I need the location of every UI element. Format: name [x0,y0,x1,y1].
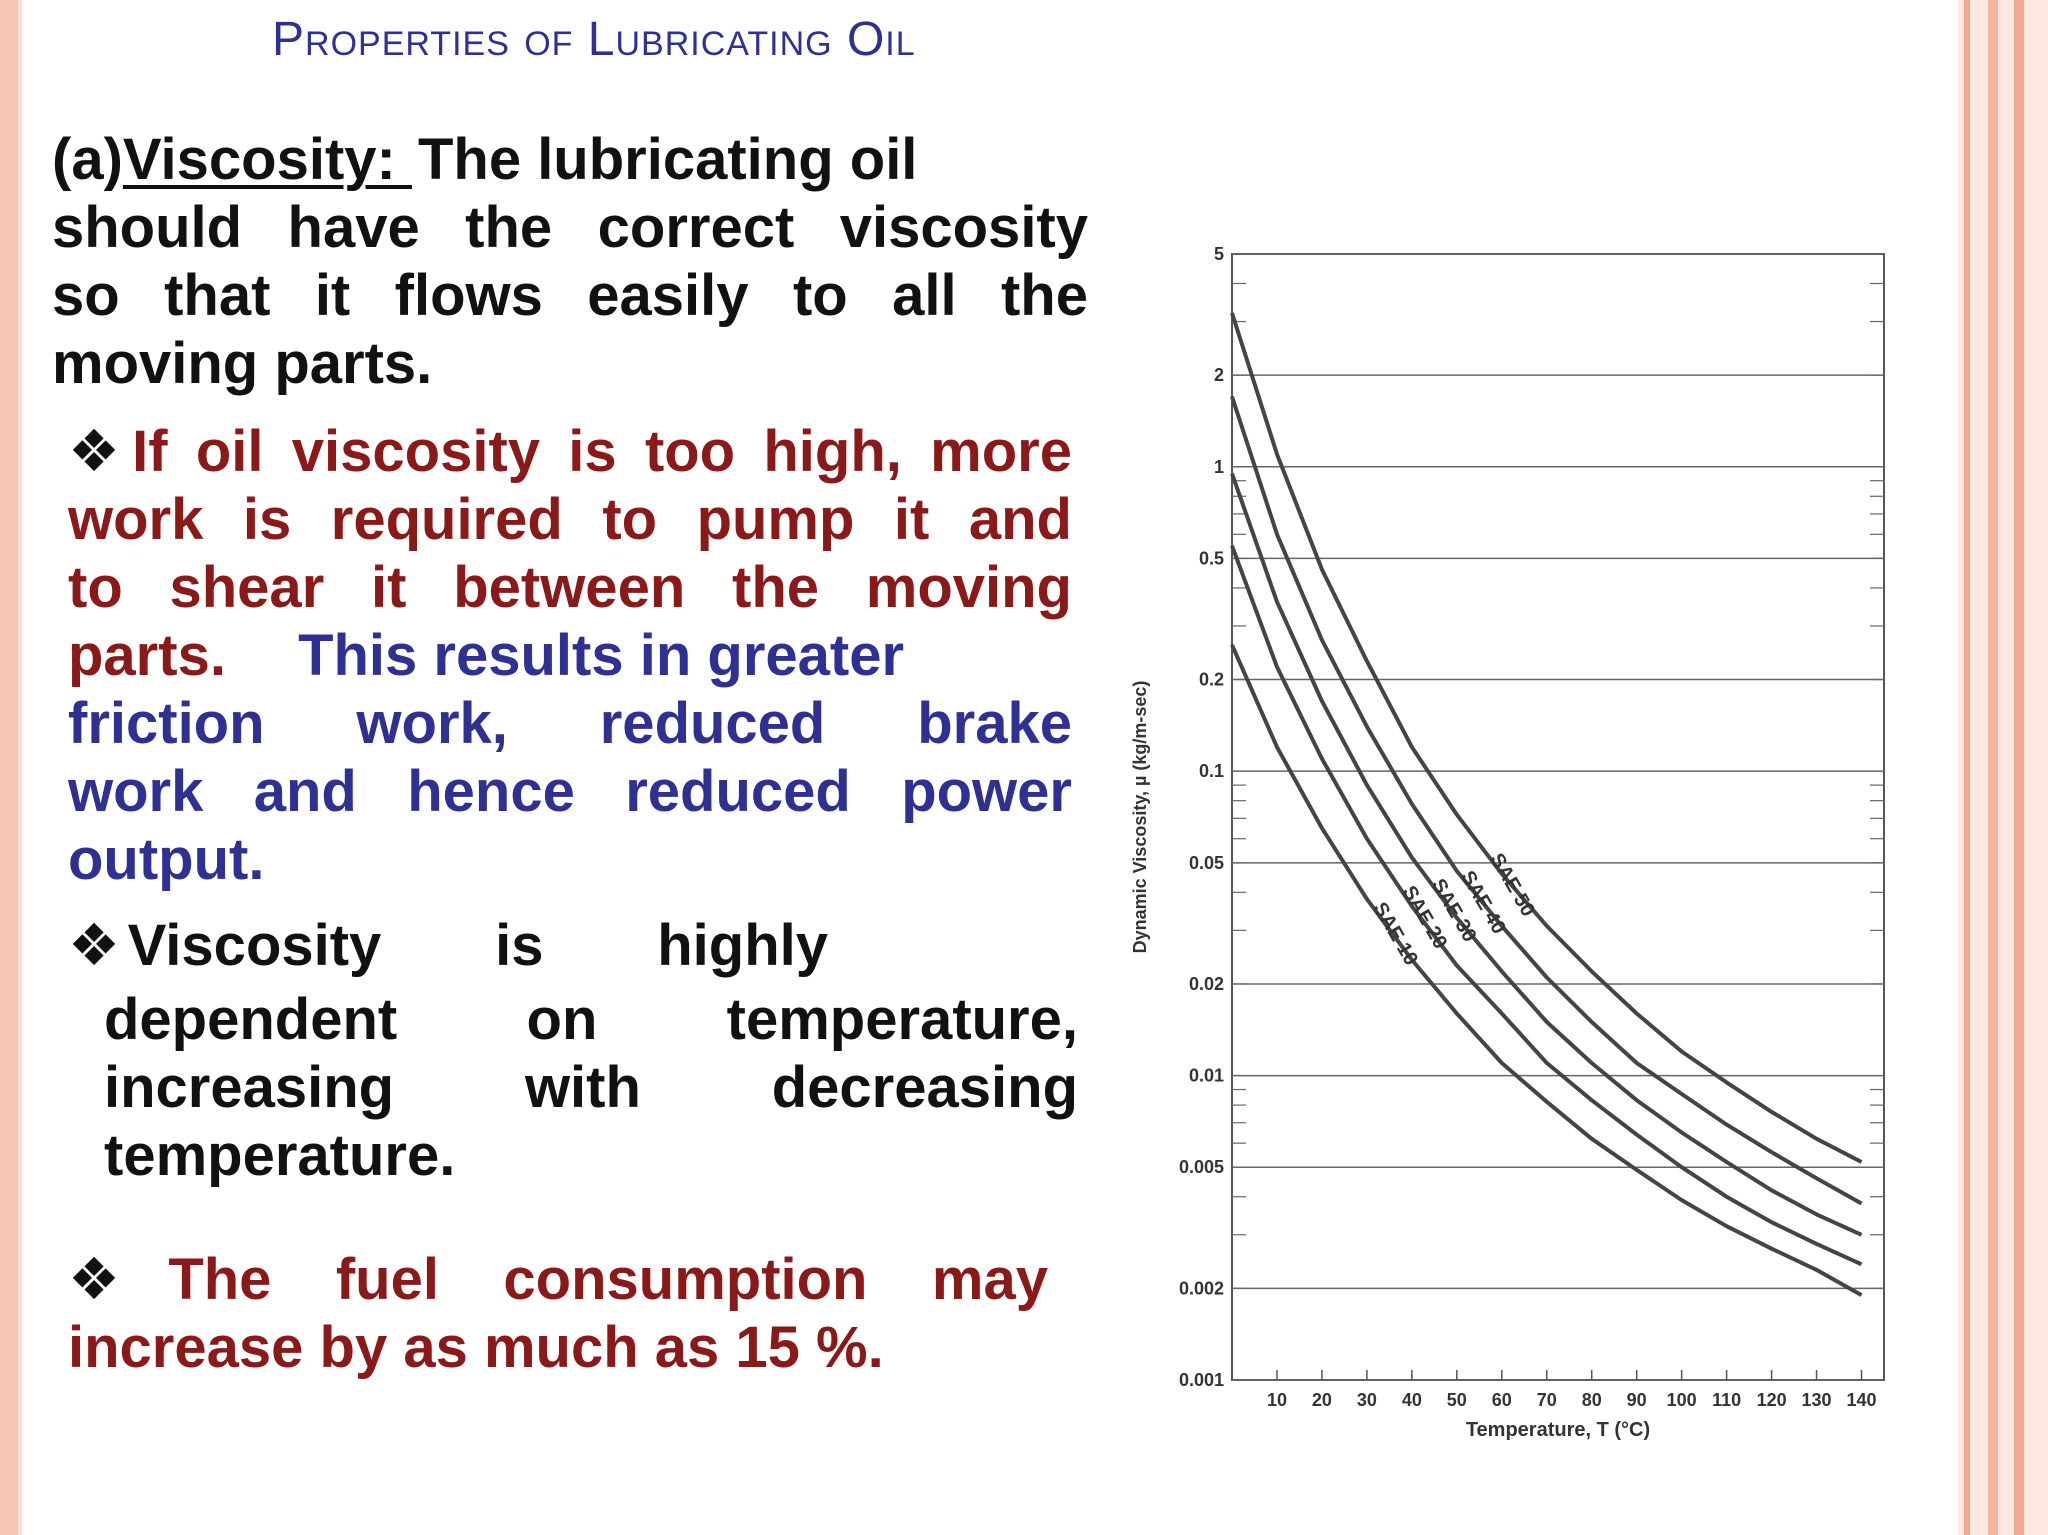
bullet-temp-text-1: Viscosity is highly [127,913,829,978]
bullet-temperature: ❖Viscosity is highly dependent on temper… [68,912,1078,1190]
y-tick-label: 0.001 [1179,1370,1224,1390]
viscosity-prefix: (a) [52,127,123,192]
viscosity-line-4: moving parts. [52,331,433,396]
bullet-temp-text-2: dependent on temperature, [104,987,1078,1052]
bullet-temp-text-3: increasing with decreasing [104,1055,1078,1120]
x-tick-label: 50 [1447,1390,1467,1410]
viscosity-line-2: should have the correct viscosity [52,195,1088,260]
bullet-high-red-2: work is required to pump it and [68,487,1072,552]
x-tick-label: 130 [1802,1390,1832,1410]
bullet-temp-line-1: ❖Viscosity is highly [68,912,828,980]
diamond-bullet-icon: ❖ [68,419,133,484]
x-tick-label: 90 [1627,1390,1647,1410]
slide-title: Properties of Lubricating Oil [272,13,916,66]
left-border-stripe-light [18,0,22,1535]
y-tick-label: 0.2 [1199,670,1224,690]
y-tick-label: 0.5 [1199,548,1224,568]
bullet-high-red-3: to shear it between the moving [68,555,1072,620]
y-tick-label: 5 [1214,244,1224,264]
viscosity-label: Viscosity: [122,127,412,192]
series-line-sae-10 [1230,644,1863,1297]
y-tick-label: 0.1 [1199,761,1224,781]
x-tick-label: 140 [1846,1390,1876,1410]
series-line-sae-50 [1230,312,1863,1164]
x-tick-label: 10 [1267,1390,1287,1410]
viscosity-paragraph: (a)Viscosity: The lubricating oil should… [52,126,1088,398]
y-axis-label: Dynamic Viscosity, µ (kg/m-sec) [1130,681,1150,954]
y-tick-label: 1 [1214,457,1224,477]
y-tick-label: 0.05 [1189,853,1224,873]
series-line-sae-20 [1230,545,1863,1267]
bullet-temp-text-4: temperature. [104,1123,456,1188]
bullet-high-red-1: If oil viscosity is too high, more [132,419,1072,484]
viscosity-line-3: so that it flows easily to all the [52,263,1088,328]
x-tick-label: 110 [1712,1390,1741,1410]
x-tick-label: 60 [1492,1390,1512,1410]
viscosity-line-1-text: The lubricating oil [417,127,918,192]
y-tick-label: 0.002 [1179,1278,1224,1298]
bullet-high-red-4: parts. [68,623,226,688]
x-tick-label: 120 [1757,1390,1787,1410]
bullet-fuel-text-2: increase by as much as 15 %. [68,1315,884,1380]
bullet-fuel-line-1: ❖The fuel consumption may [68,1246,1048,1314]
x-tick-label: 70 [1537,1390,1557,1410]
bullet-fuel: ❖The fuel consumption may increase by as… [68,1246,1048,1382]
bullet-high-blue-2: friction work, reduced brake [68,691,1072,756]
diamond-bullet-icon: ❖ [68,913,128,978]
bullet-high-line-4: parts. This results in greater [68,622,1072,690]
bullet-high-line-1: ❖If oil viscosity is too high, more [68,418,1072,486]
bullet-high-blue-4: output. [68,827,265,892]
viscosity-line-1: (a)Viscosity: The lubricating oil [52,126,1088,194]
x-tick-label: 40 [1402,1390,1422,1410]
left-border-stripe [0,0,18,1535]
x-tick-label: 30 [1357,1390,1377,1410]
viscosity-chart-svg: 0.001 0.002 0.005 0.01 0.02 0.05 0.1 0.2 0.5 1 2 5 1… [1130,244,1885,1441]
bullet-fuel-text-1: The fuel consumption may [168,1247,1048,1312]
viscosity-heading: (a)Viscosity: [52,127,412,192]
y-tick-label: 0.02 [1189,974,1224,994]
bullet-high-viscosity: ❖If oil viscosity is too high, more work… [68,418,1072,894]
bullet-high-blue-3: work and hence reduced power [68,759,1072,824]
x-axis-label: Temperature, T (°C) [1466,1419,1650,1441]
x-tick-label: 20 [1312,1390,1332,1410]
series-line-sae-40 [1230,395,1863,1206]
bullet-high-blue-1: This results in greater [298,623,905,688]
x-tick-label: 100 [1667,1390,1697,1410]
x-tick-label: 80 [1582,1390,1602,1410]
y-tick-label: 0.01 [1189,1066,1224,1086]
series-line-sae-30 [1230,472,1863,1237]
diamond-bullet-icon: ❖ [68,1247,169,1312]
y-tick-label: 0.005 [1179,1157,1224,1177]
y-tick-label: 2 [1214,365,1224,385]
viscosity-chart: 0.001 0.002 0.005 0.01 0.02 0.05 0.1 0.2 0.5 1 2 5 1… [1120,230,1900,1460]
plot-frame [1231,253,1885,1381]
right-border-stripes [1958,0,2048,1535]
